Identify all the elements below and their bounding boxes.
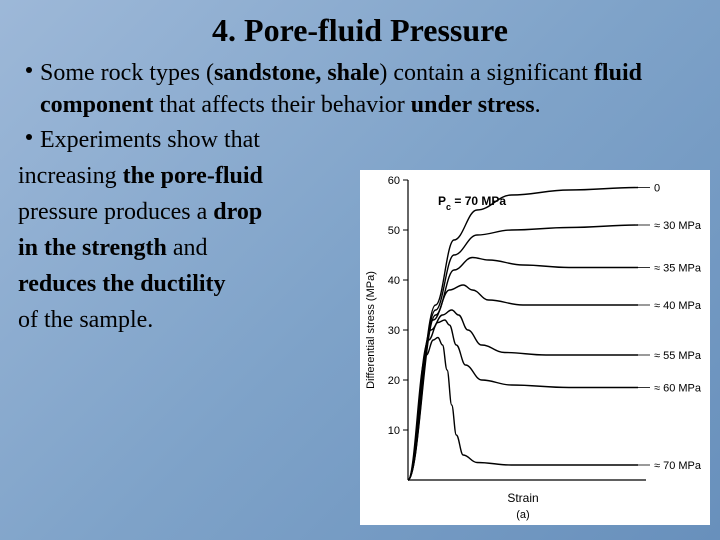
- svg-text:0: 0: [654, 183, 660, 195]
- bullet-1-text: Some rock types (sandstone, shale) conta…: [40, 57, 702, 122]
- svg-text:10: 10: [388, 425, 400, 437]
- svg-text:≈ 70 MPa: ≈ 70 MPa: [654, 460, 702, 472]
- svg-text:20: 20: [388, 375, 400, 387]
- bullet-dot-icon: [18, 57, 40, 122]
- bullet-1: Some rock types (sandstone, shale) conta…: [18, 57, 702, 122]
- stress-strain-chart: 10 20 30 40 50 60 Differential stress (MPa) Str…: [360, 170, 710, 525]
- svg-text:Differential stress (MPa): Differential stress (MPa): [365, 271, 377, 389]
- svg-text:50: 50: [388, 225, 400, 237]
- bullet-2-text: Experiments show that: [40, 124, 702, 156]
- bullet-dot-icon: [18, 124, 40, 156]
- svg-text:Pc = 70 MPa: Pc = 70 MPa: [438, 194, 506, 212]
- svg-text:≈ 30 MPa: ≈ 30 MPa: [654, 220, 702, 232]
- svg-text:≈ 40 MPa: ≈ 40 MPa: [654, 300, 702, 312]
- bullet-2: Experiments show that: [18, 124, 702, 156]
- svg-text:40: 40: [388, 275, 400, 287]
- svg-text:30: 30: [388, 325, 400, 337]
- page-title: 4. Pore-fluid Pressure: [0, 0, 720, 57]
- svg-text:60: 60: [388, 175, 400, 187]
- svg-text:≈ 55 MPa: ≈ 55 MPa: [654, 350, 702, 362]
- svg-text:≈ 35 MPa: ≈ 35 MPa: [654, 263, 702, 275]
- svg-text:≈ 60 MPa: ≈ 60 MPa: [654, 383, 702, 395]
- svg-text:(a): (a): [516, 509, 529, 521]
- svg-text:Strain: Strain: [507, 491, 538, 505]
